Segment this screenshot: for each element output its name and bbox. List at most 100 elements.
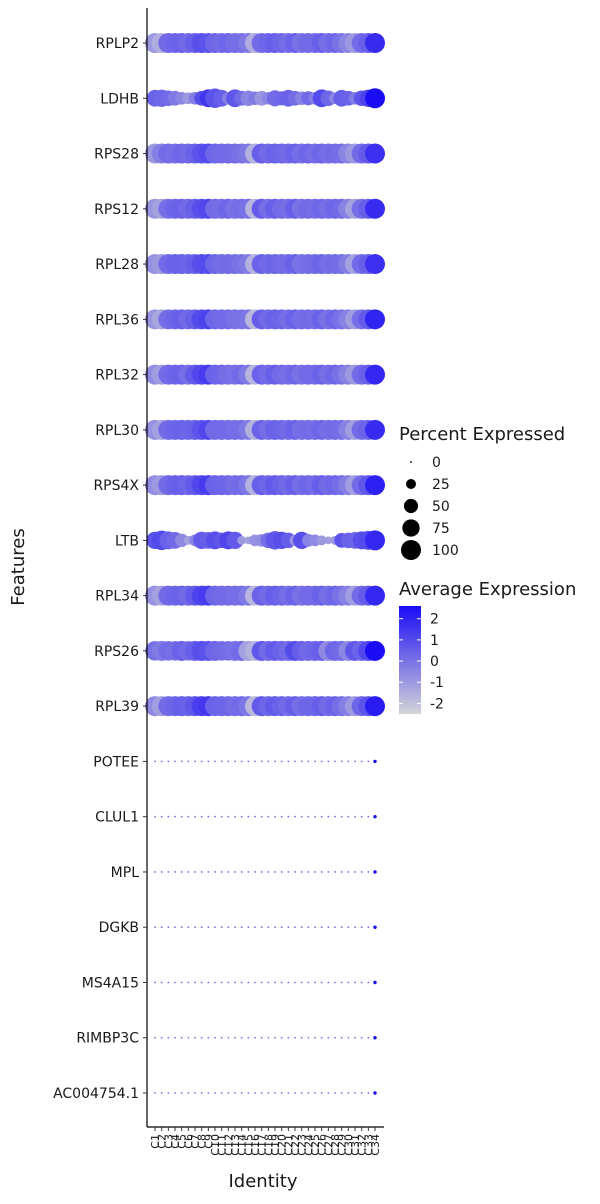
y-tick-label: POTEE: [93, 754, 139, 770]
color-legend-label: -2: [430, 696, 444, 712]
dot-POTEE-C28: [334, 760, 336, 763]
dot-POTEE-C23: [300, 760, 303, 763]
dot-LDHB-C34: [365, 88, 385, 109]
dot-POTEE-C27: [327, 760, 330, 763]
dot-AC004754.1-C30: [347, 1092, 350, 1094]
dot-MS4A15-C25: [314, 981, 316, 984]
dot-AC004754.1-C28: [334, 1092, 336, 1094]
dot-POTEE-C22: [294, 760, 296, 763]
dot-CLUL1-C14: [240, 815, 243, 818]
dot-POTEE-C5: [180, 760, 183, 763]
dot-MS4A15-C11: [220, 981, 223, 984]
dot-RPLP2-C34: [365, 33, 385, 53]
y-tick-label: AC004754.1: [53, 1086, 139, 1102]
x-tick-label: C2: [156, 1134, 169, 1149]
dot-MS4A15-C17: [260, 981, 263, 984]
dot-RIMBP3C-C10: [214, 1036, 216, 1039]
dot-DGKB-C17: [260, 926, 263, 929]
dot-DGKB-C28: [334, 926, 336, 929]
dot-POTEE-C2: [160, 760, 163, 763]
size-legend-label: 50: [432, 499, 450, 515]
x-tick-label: C11: [216, 1134, 229, 1156]
color-legend-label: 1: [430, 633, 439, 649]
dot-MS4A15-C14: [240, 981, 243, 984]
x-tick-label: C32: [356, 1134, 369, 1156]
dot-MS4A15-C21: [287, 981, 290, 984]
dot-DGKB-C29: [340, 926, 343, 929]
color-legend-title: Average Expression: [399, 579, 576, 600]
dot-CLUL1-C13: [234, 815, 236, 818]
dot-DGKB-C7: [194, 926, 196, 929]
dot-AC004754.1-C11: [220, 1092, 223, 1094]
x-tick-label: C12: [222, 1134, 235, 1156]
dot-MS4A15-C4: [174, 981, 176, 984]
dot-CLUL1-C33: [367, 815, 370, 818]
x-tick-label: C23: [296, 1134, 309, 1156]
dot-DGKB-C15: [247, 926, 250, 929]
dot-MPL-C29: [340, 871, 343, 873]
dot-MPL-C31: [354, 871, 356, 873]
dot-MPL-C34: [373, 870, 377, 874]
dot-POTEE-C21: [287, 760, 290, 763]
dot-MS4A15-C16: [254, 981, 256, 984]
x-tick-label: C3: [162, 1134, 175, 1149]
dot-MPL-C9: [207, 871, 210, 873]
x-tick-label: C22: [289, 1134, 302, 1156]
dot-RIMBP3C-C11: [220, 1036, 223, 1039]
dot-RPS26-C34: [365, 640, 385, 661]
x-tick-label: C8: [196, 1134, 209, 1149]
x-tick-label: C19: [269, 1134, 282, 1156]
dot-RIMBP3C-C9: [207, 1036, 210, 1039]
x-tick-label: C21: [282, 1134, 295, 1156]
y-tick-label: RPS12: [94, 202, 139, 218]
dot-RIMBP3C-C7: [194, 1036, 196, 1039]
dot-MS4A15-C24: [307, 981, 310, 984]
dot-MPL-C1: [154, 871, 156, 873]
x-tick-label: C30: [342, 1134, 355, 1156]
dot-CLUL1-C12: [227, 815, 230, 818]
dot-LTB-C5: [174, 533, 189, 548]
dot-MPL-C24: [307, 871, 310, 873]
dot-AC004754.1-C23: [300, 1092, 303, 1094]
color-legend-label: 0: [430, 654, 439, 670]
dot-MS4A15-C13: [234, 981, 236, 984]
x-tick-label: C16: [249, 1134, 262, 1156]
dot-DGKB-C12: [227, 926, 230, 929]
y-tick-label: RPS26: [94, 644, 139, 660]
x-tick-label: C1: [149, 1134, 162, 1149]
dot-AC004754.1-C25: [314, 1092, 316, 1094]
plot-area: [145, 33, 385, 1095]
dot-AC004754.1-C9: [207, 1092, 210, 1094]
dot-MPL-C17: [260, 871, 263, 873]
dot-CLUL1-C2: [160, 815, 163, 818]
dot-RIMBP3C-C26: [320, 1036, 323, 1039]
dot-AC004754.1-C19: [274, 1092, 276, 1094]
dot-DGKB-C22: [294, 926, 296, 929]
dot-CLUL1-C34: [373, 814, 377, 819]
dot-RPL32-C34: [365, 364, 385, 385]
dot-RIMBP3C-C31: [354, 1036, 356, 1039]
size-legend-label: 75: [432, 521, 450, 537]
dot-AC004754.1-C27: [327, 1092, 330, 1094]
size-legend-label: 0: [432, 455, 441, 471]
dot-CLUL1-C26: [320, 815, 323, 818]
dot-POTEE-C20: [280, 760, 283, 763]
x-tick-label: C29: [336, 1134, 349, 1156]
dot-RIMBP3C-C18: [267, 1036, 270, 1039]
dot-RIMBP3C-C32: [360, 1036, 363, 1039]
x-tick-label: C9: [202, 1134, 215, 1149]
dot-CLUL1-C21: [287, 815, 290, 818]
y-tick-label: LTB: [115, 533, 139, 549]
dot-RIMBP3C-C30: [347, 1036, 350, 1039]
dot-DGKB-C32: [360, 926, 363, 929]
dot-MPL-C27: [327, 871, 330, 873]
y-tick-label: MS4A15: [82, 975, 139, 991]
dot-POTEE-C13: [234, 760, 236, 763]
size-legend: Percent Expressed 0 25 50 75 100: [399, 424, 565, 560]
dot-MPL-C8: [200, 871, 203, 873]
dot-POTEE-C8: [200, 760, 203, 763]
x-tick-label: C7: [189, 1134, 202, 1149]
dot-DGKB-C10: [214, 926, 216, 929]
dot-MPL-C4: [174, 871, 176, 873]
